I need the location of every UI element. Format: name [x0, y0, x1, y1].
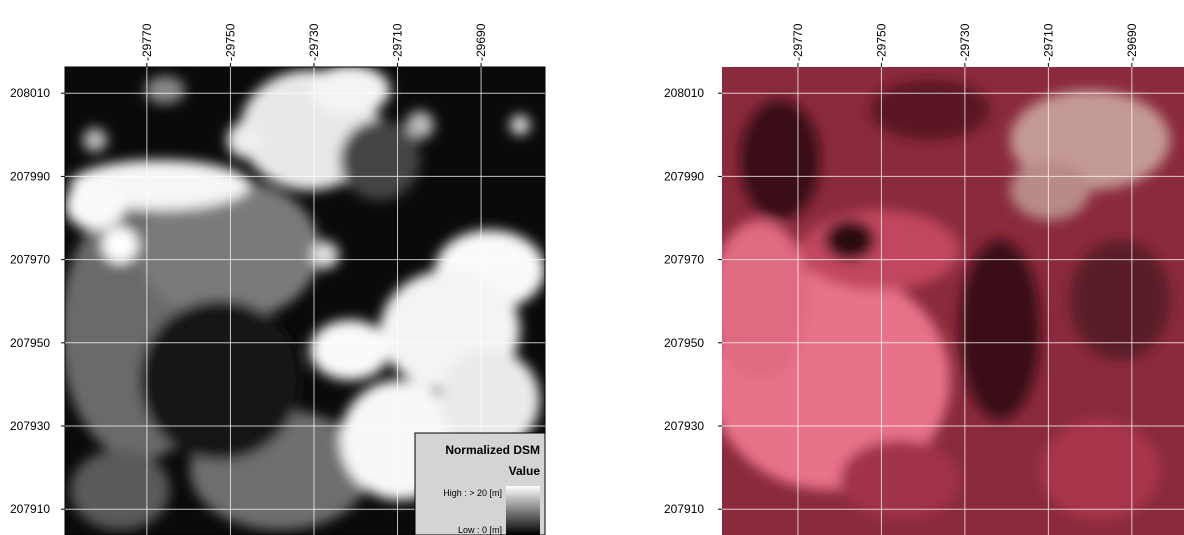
x-tick-label: -29690 — [474, 23, 488, 61]
x-tick-label: -29750 — [874, 23, 888, 61]
legend-ramp — [506, 486, 540, 535]
map-figure: -29770 -29750 -29730 -29710 -29690 208010 2079… — [0, 0, 1184, 535]
legend-low: Low : 0 [m] — [458, 525, 502, 535]
x-tick-label: -29770 — [140, 23, 154, 61]
y-tick-label: 207950 — [664, 336, 704, 350]
legend-subtitle: Value — [509, 464, 541, 478]
y-tick-label: 208010 — [664, 86, 704, 100]
x-tick-label: -29710 — [391, 23, 405, 61]
y-tick-label: 207950 — [10, 336, 50, 350]
x-tick-label: -29730 — [307, 23, 321, 61]
legend-title: Normalized DSM — [445, 443, 540, 457]
y-tick-label: 207910 — [664, 502, 704, 516]
x-tick-label: -29770 — [791, 23, 805, 61]
y-tick-label: 207970 — [664, 253, 704, 267]
y-tick-label: 207990 — [10, 169, 50, 183]
x-tick-label: -29750 — [223, 23, 237, 61]
legend: Normalized DSM Value High : > 20 [m] Low… — [415, 433, 545, 535]
x-tick-label: -29690 — [1125, 23, 1139, 61]
orthophoto — [710, 67, 1184, 535]
y-tick-label: 207990 — [664, 169, 704, 183]
x-tick-label: -29730 — [958, 23, 972, 61]
y-tick-label: 207970 — [10, 253, 50, 267]
x-tick-label: -29710 — [1041, 23, 1055, 61]
y-tick-label: 207930 — [10, 419, 50, 433]
y-tick-label: 207930 — [664, 419, 704, 433]
y-tick-label: 208010 — [10, 86, 50, 100]
y-tick-label: 207910 — [10, 502, 50, 516]
legend-high: High : > 20 [m] — [443, 488, 502, 498]
